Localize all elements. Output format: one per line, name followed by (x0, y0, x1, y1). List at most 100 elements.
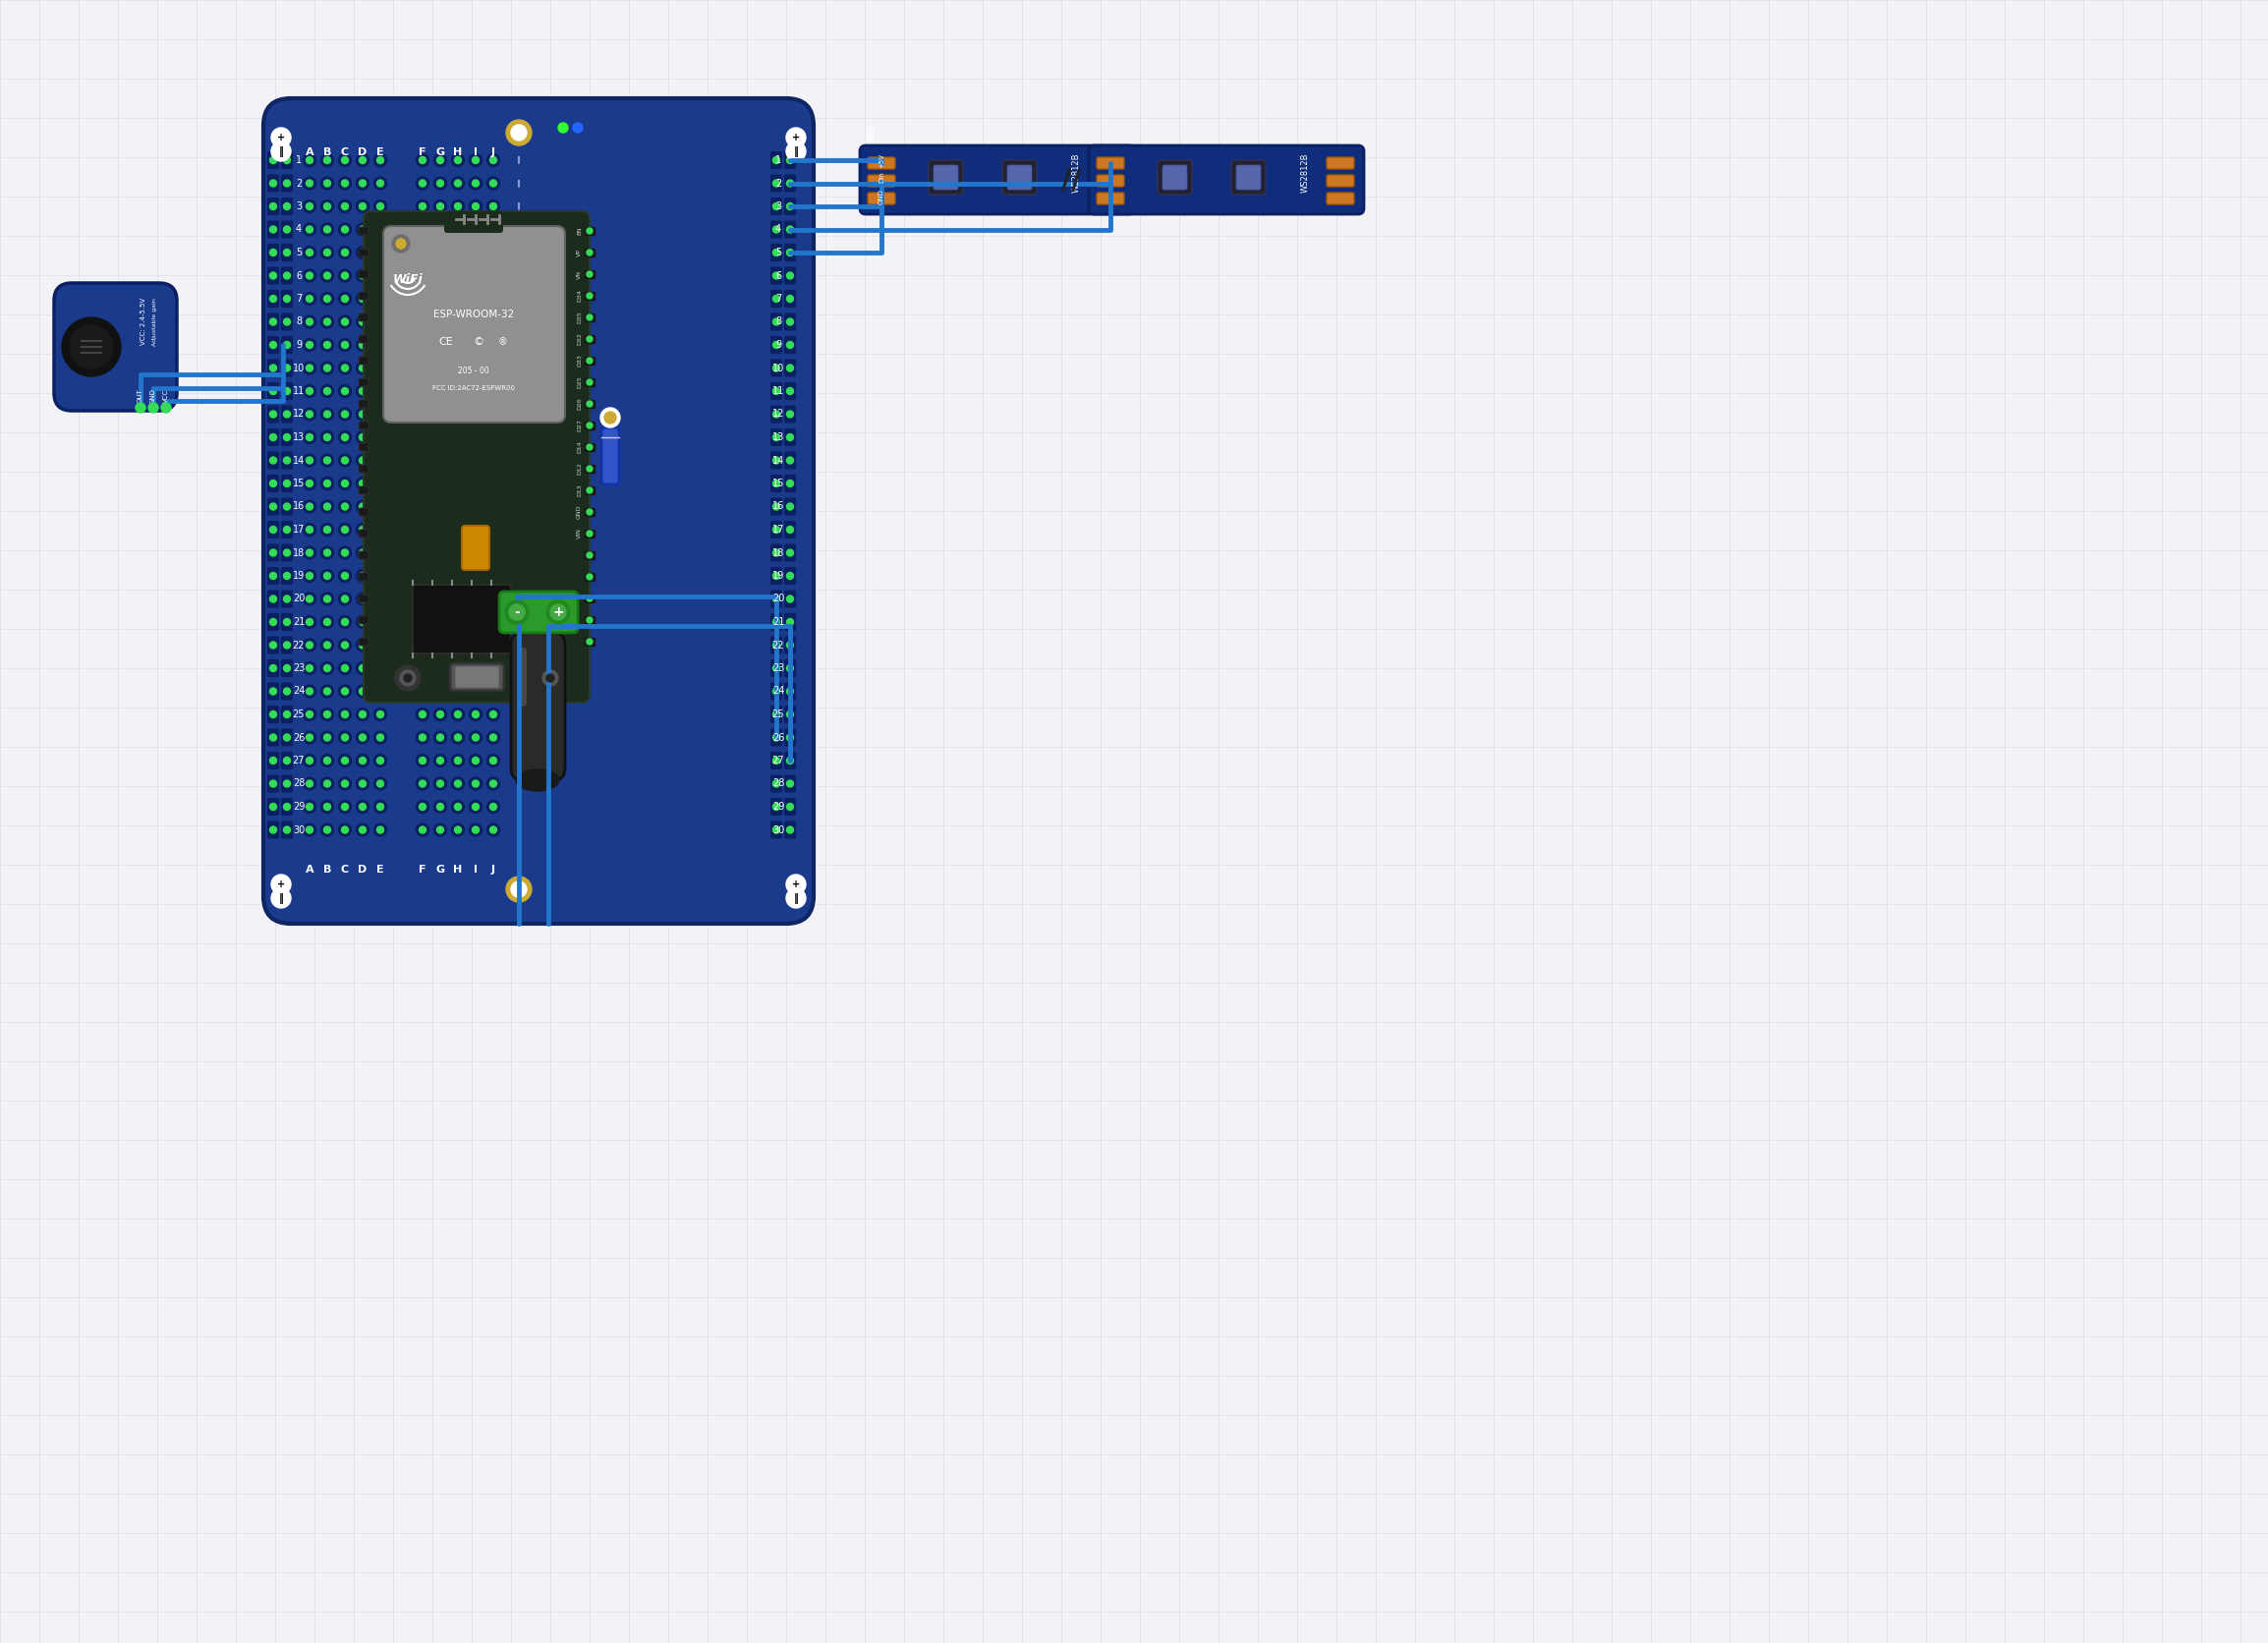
Circle shape (356, 154, 370, 166)
Circle shape (374, 522, 386, 536)
Circle shape (773, 296, 780, 302)
Circle shape (787, 296, 794, 302)
Circle shape (338, 315, 352, 329)
Circle shape (490, 227, 497, 233)
FancyBboxPatch shape (281, 345, 293, 353)
FancyBboxPatch shape (358, 508, 367, 516)
FancyBboxPatch shape (771, 807, 780, 815)
Circle shape (488, 292, 499, 306)
Circle shape (490, 665, 497, 672)
FancyBboxPatch shape (268, 383, 279, 391)
Circle shape (284, 156, 290, 164)
Circle shape (338, 731, 352, 744)
Circle shape (472, 572, 479, 580)
Text: 1: 1 (776, 154, 780, 164)
FancyBboxPatch shape (785, 660, 796, 669)
FancyBboxPatch shape (771, 406, 780, 414)
Text: 21: 21 (771, 618, 785, 628)
Circle shape (490, 757, 497, 764)
Circle shape (469, 315, 483, 329)
Text: 3: 3 (295, 202, 302, 212)
Circle shape (488, 731, 499, 744)
FancyBboxPatch shape (281, 368, 293, 376)
Circle shape (438, 480, 445, 486)
Circle shape (420, 342, 426, 348)
FancyBboxPatch shape (869, 158, 896, 169)
Text: J: J (492, 148, 494, 158)
Circle shape (773, 549, 780, 557)
Circle shape (338, 800, 352, 813)
Circle shape (454, 296, 460, 302)
Circle shape (469, 269, 483, 283)
Circle shape (338, 685, 352, 698)
Circle shape (320, 246, 333, 260)
Text: CE: CE (440, 337, 454, 347)
Circle shape (358, 480, 365, 486)
Circle shape (415, 547, 429, 559)
Circle shape (415, 269, 429, 283)
FancyBboxPatch shape (771, 253, 780, 260)
Circle shape (787, 803, 794, 810)
FancyBboxPatch shape (785, 268, 796, 276)
Bar (585, 314, 594, 322)
Circle shape (454, 803, 460, 810)
Circle shape (415, 522, 429, 536)
FancyBboxPatch shape (785, 623, 796, 629)
Circle shape (324, 618, 331, 626)
Circle shape (304, 269, 315, 283)
Circle shape (306, 273, 313, 279)
FancyBboxPatch shape (785, 575, 796, 583)
Circle shape (284, 227, 290, 233)
Text: A: A (306, 148, 313, 158)
Text: 14: 14 (293, 455, 304, 465)
Circle shape (433, 777, 447, 790)
Circle shape (306, 826, 313, 833)
Text: ESP-WROOM-32: ESP-WROOM-32 (433, 309, 515, 319)
Circle shape (374, 246, 386, 260)
Circle shape (472, 319, 479, 325)
Text: //: // (1061, 166, 1082, 194)
Circle shape (356, 639, 370, 652)
Circle shape (376, 250, 383, 256)
Circle shape (488, 754, 499, 767)
Circle shape (324, 526, 331, 532)
Circle shape (320, 499, 333, 513)
Circle shape (376, 549, 383, 557)
Circle shape (342, 457, 349, 463)
Circle shape (415, 616, 429, 628)
Circle shape (420, 803, 426, 810)
Circle shape (324, 665, 331, 672)
Circle shape (433, 616, 447, 628)
Circle shape (773, 156, 780, 164)
FancyBboxPatch shape (771, 184, 780, 191)
Circle shape (374, 777, 386, 790)
Circle shape (342, 503, 349, 509)
FancyBboxPatch shape (358, 292, 367, 299)
Text: ©: © (474, 337, 483, 347)
Circle shape (454, 642, 460, 649)
Circle shape (490, 526, 497, 532)
Circle shape (420, 526, 426, 532)
Circle shape (356, 292, 370, 306)
FancyBboxPatch shape (268, 314, 279, 322)
FancyBboxPatch shape (785, 499, 796, 506)
FancyBboxPatch shape (268, 715, 279, 723)
Text: I: I (474, 864, 479, 874)
Circle shape (438, 227, 445, 233)
FancyBboxPatch shape (268, 637, 279, 646)
Circle shape (587, 380, 592, 384)
Circle shape (420, 319, 426, 325)
FancyBboxPatch shape (785, 784, 796, 792)
Circle shape (438, 757, 445, 764)
Circle shape (270, 227, 277, 233)
FancyBboxPatch shape (281, 207, 293, 214)
FancyBboxPatch shape (281, 568, 293, 575)
Circle shape (358, 411, 365, 417)
Circle shape (284, 549, 290, 557)
Circle shape (358, 319, 365, 325)
Circle shape (304, 292, 315, 306)
Circle shape (342, 388, 349, 394)
FancyBboxPatch shape (785, 475, 796, 483)
FancyBboxPatch shape (785, 706, 796, 715)
Circle shape (420, 549, 426, 557)
